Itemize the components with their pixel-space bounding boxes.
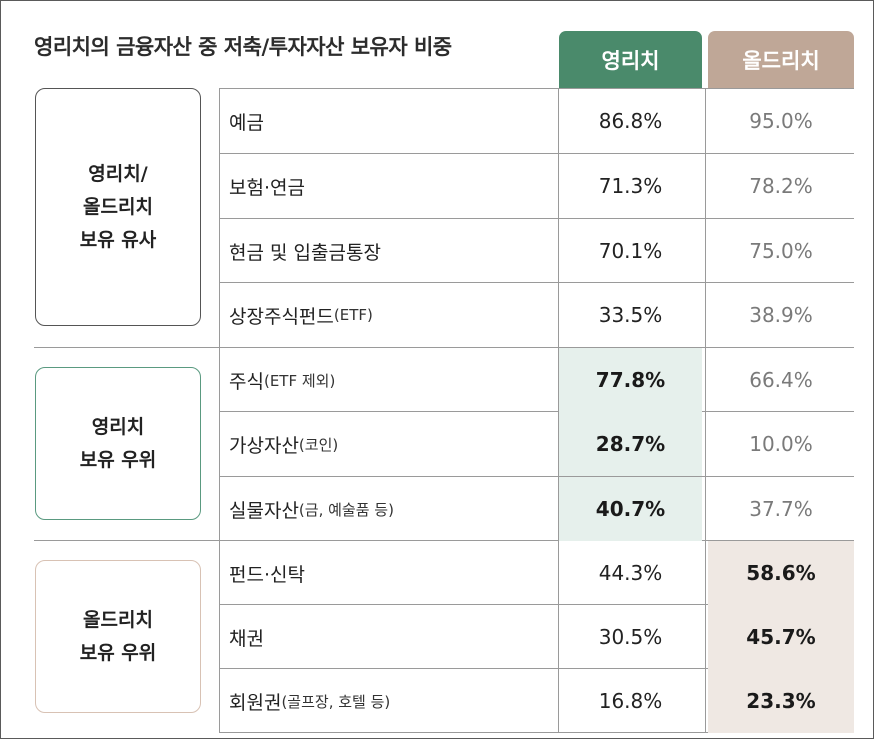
group-young-rich-advantage: 영리치 보유 우위 — [35, 367, 201, 520]
column-divider — [558, 88, 559, 732]
cell-young-rich-value: 70.1% — [598, 239, 663, 263]
row-label-main: 예금 — [229, 111, 264, 134]
row-label-main: 가상자산 — [229, 434, 299, 457]
group-similar-holding: 영리치/ 올드리치 보유 유사 — [35, 88, 201, 326]
cell-old-rich-value: 45.7% — [708, 605, 854, 669]
row-label: 상장주식펀드 (ETF) — [229, 283, 373, 347]
cell-young-rich-value: 71.3% — [598, 174, 663, 198]
column-divider — [705, 88, 706, 732]
row-label-main: 보험·연금 — [229, 176, 305, 199]
row-label-note: (금, 예술품 등) — [298, 500, 394, 519]
row-label-note: (ETF 제외) — [263, 371, 336, 390]
table-title: 영리치의 금융자산 중 저축/투자자산 보유자 비중 — [34, 35, 452, 59]
cell-old-rich-value: 95.0% — [749, 109, 813, 133]
cell-young-rich-value: 33.5% — [598, 303, 663, 327]
cell-old-rich-value: 38.9% — [749, 303, 813, 327]
row-label-note: (ETF) — [333, 306, 373, 324]
cell-old-rich-value: 75.0% — [749, 239, 813, 263]
row-label: 실물자산 (금, 예술품 등) — [229, 477, 394, 541]
row-divider — [219, 218, 854, 219]
row-divider — [219, 153, 854, 154]
cell-old-rich-value: 23.3% — [708, 669, 854, 733]
row-divider — [219, 282, 854, 283]
cell-old-rich-value: 58.6% — [708, 541, 854, 605]
row-label: 현금 및 입출금통장 — [229, 219, 381, 283]
row-label-main: 실물자산 — [229, 499, 299, 522]
cell-young-rich-value: 40.7% — [559, 477, 702, 541]
cell-old-rich-value: 66.4% — [749, 368, 813, 392]
row-label: 보험·연금 — [229, 154, 305, 218]
column-header-old-rich: 올드리치 — [708, 31, 854, 88]
row-label-main: 주식 — [229, 370, 264, 393]
row-divider — [219, 732, 854, 733]
section-divider — [34, 540, 854, 541]
row-divider — [219, 604, 854, 605]
cell-young-rich-value: 28.7% — [559, 412, 702, 476]
cell-young-rich-value: 44.3% — [598, 561, 663, 585]
row-label-main: 채권 — [229, 627, 264, 650]
cell-young-rich-value: 77.8% — [559, 348, 702, 412]
group-old-rich-advantage: 올드리치 보유 우위 — [35, 560, 201, 713]
row-label: 펀드·신탁 — [229, 541, 305, 605]
cell-young-rich-value: 86.8% — [598, 109, 663, 133]
column-header-young-rich: 영리치 — [559, 31, 702, 88]
row-label: 예금 — [229, 89, 264, 153]
row-divider — [219, 88, 854, 89]
cell-old-rich-value: 78.2% — [749, 174, 813, 198]
row-label-note: (골프장, 호텔 등) — [281, 692, 391, 711]
row-label: 주식 (ETF 제외) — [229, 348, 335, 412]
cell-old-rich-value: 37.7% — [749, 497, 813, 521]
column-divider — [219, 88, 220, 732]
cell-young-rich-value: 16.8% — [598, 689, 663, 713]
row-label: 회원권 (골프장, 호텔 등) — [229, 669, 390, 733]
row-label-main: 상장주식펀드 — [229, 305, 334, 328]
row-divider — [219, 668, 854, 669]
cell-old-rich-value: 10.0% — [749, 432, 813, 456]
row-label: 가상자산 (코인) — [229, 412, 338, 476]
row-divider — [219, 476, 854, 477]
row-label-note: (코인) — [298, 435, 339, 454]
row-divider — [219, 411, 854, 412]
row-label-main: 펀드·신탁 — [229, 563, 305, 586]
row-label-main: 회원권 — [229, 691, 282, 714]
section-divider — [34, 347, 854, 348]
cell-young-rich-value: 30.5% — [598, 625, 663, 649]
row-label-main: 현금 및 입출금통장 — [229, 241, 381, 264]
row-label: 채권 — [229, 605, 264, 669]
